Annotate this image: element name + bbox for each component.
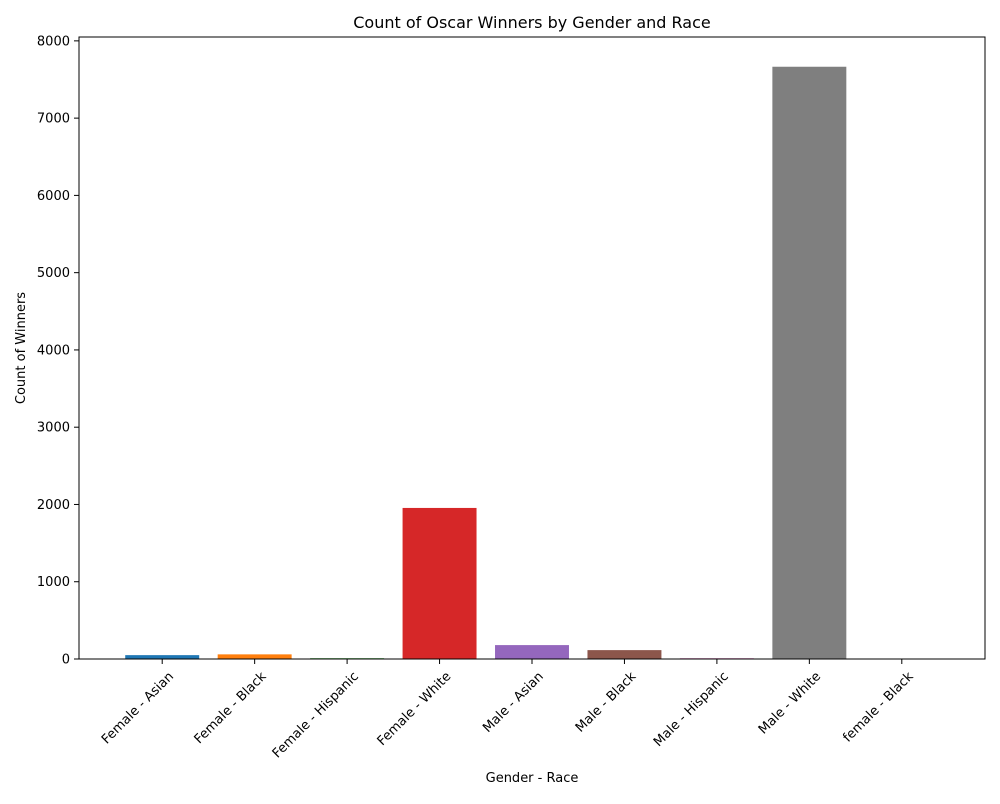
y-axis-label: Count of Winners <box>14 292 29 404</box>
bar-male-asian <box>495 645 569 659</box>
x-tick-label: Male - Hispanic <box>651 669 732 750</box>
y-tick-label: 1000 <box>37 575 70 590</box>
y-tick-label: 0 <box>62 653 70 668</box>
y-tick-label: 5000 <box>37 266 70 281</box>
bar-female-white <box>403 508 477 659</box>
y-tick-label: 8000 <box>37 34 70 49</box>
x-tick-label: female - Black <box>840 669 917 746</box>
x-tick-label: Male - White <box>756 669 824 737</box>
chart-title: Count of Oscar Winners by Gender and Rac… <box>353 13 711 32</box>
x-tick-label: Male - Black <box>573 669 640 736</box>
x-tick-label: Male - Asian <box>480 669 547 736</box>
y-tick-label: 7000 <box>37 112 70 127</box>
y-tick-label: 4000 <box>37 343 70 358</box>
x-tick-label: Female - White <box>375 669 455 749</box>
bar-male-white <box>772 67 846 659</box>
x-axis-label: Gender - Race <box>486 771 579 786</box>
x-tick-label: Female - Asian <box>99 669 177 747</box>
bars-group <box>125 67 939 659</box>
y-tick-label: 2000 <box>37 498 70 513</box>
bar-female-black <box>218 654 292 659</box>
x-tick-label: Female - Black <box>192 669 270 747</box>
bar-female-asian <box>125 655 199 659</box>
y-tick-label: 6000 <box>37 189 70 204</box>
x-tick-label: Female - Hispanic <box>270 669 362 761</box>
y-axis-ticks: 0 1000 2000 3000 4000 5000 6000 7000 8000 <box>37 34 79 667</box>
bar-male-black <box>587 650 661 659</box>
plot-frame <box>79 37 985 659</box>
y-tick-label: 3000 <box>37 421 70 436</box>
